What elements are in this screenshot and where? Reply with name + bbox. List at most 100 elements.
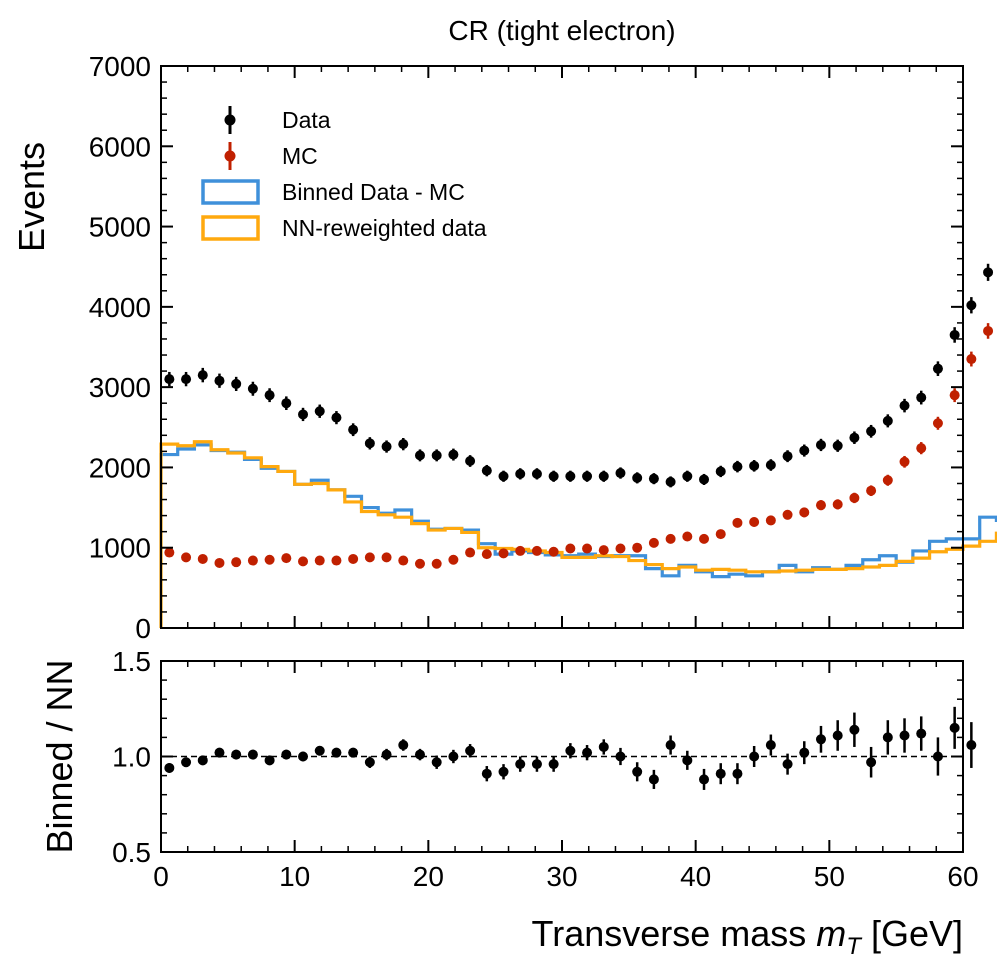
- ratio-point: [665, 740, 676, 751]
- ratio-point: [565, 745, 576, 756]
- data-point: [749, 517, 760, 528]
- data-point: [598, 545, 609, 556]
- data-point: [882, 475, 893, 486]
- y-tick-label: 7000: [89, 51, 151, 82]
- data-point: [932, 363, 943, 374]
- ratio-point: [314, 745, 325, 756]
- legend-label: Binned Data - MC: [282, 179, 465, 205]
- data-point: [181, 552, 192, 563]
- data-point: [715, 466, 726, 477]
- y-tick-label: 1000: [89, 533, 151, 564]
- data-point: [398, 439, 409, 450]
- legend-marker-dot: [224, 150, 236, 162]
- data-point: [565, 471, 576, 482]
- data-point: [615, 468, 626, 479]
- data-point: [665, 476, 676, 487]
- ratio-point: [832, 730, 843, 741]
- data-point: [197, 370, 208, 381]
- data-point: [481, 549, 492, 560]
- legend-marker-dot: [224, 114, 236, 126]
- data-point: [264, 390, 275, 401]
- ratio-point: [448, 751, 459, 762]
- x-tick-label: 60: [947, 861, 978, 892]
- ratio-point: [414, 749, 425, 760]
- legend-label: NN-reweighted data: [282, 215, 487, 241]
- ratio-point: [498, 766, 509, 777]
- data-point: [849, 492, 860, 503]
- data-point: [181, 374, 192, 385]
- ratio-point: [682, 755, 693, 766]
- ratio-point: [181, 757, 192, 768]
- data-point: [431, 450, 442, 461]
- data-point: [815, 500, 826, 511]
- data-point: [298, 409, 309, 420]
- ratio-y-tick-label: 0.5: [112, 837, 151, 868]
- y-tick-label: 2000: [89, 452, 151, 483]
- data-point: [364, 438, 375, 449]
- data-point: [782, 509, 793, 520]
- data-point: [765, 515, 776, 526]
- y-tick-label: 0: [135, 613, 151, 644]
- ratio-panel: 0.5 1.0 1.5 0 10 20 30 40 50 60 Binned / NN: [39, 646, 979, 892]
- data-point: [682, 531, 693, 542]
- chart-title: CR (tight electron): [448, 15, 675, 46]
- ratio-point: [264, 755, 275, 766]
- data-point: [231, 557, 242, 568]
- data-point: [966, 354, 977, 365]
- ratio-point: [214, 747, 225, 758]
- data-point: [414, 558, 425, 569]
- ratio-point: [298, 751, 309, 762]
- ratio-point: [348, 747, 359, 758]
- data-point: [882, 415, 893, 426]
- ratio-point: [899, 730, 910, 741]
- data-point: [732, 461, 743, 472]
- data-point: [632, 472, 643, 483]
- ratio-y-tick-label: 1.5: [112, 646, 151, 677]
- data-point: [899, 456, 910, 467]
- data-point: [648, 537, 659, 548]
- data-point: [548, 471, 559, 482]
- series-3-step: [159, 440, 997, 628]
- data-point: [164, 374, 175, 385]
- ratio-point: [164, 762, 175, 773]
- data-point: [749, 460, 760, 471]
- ratio-point: [431, 757, 442, 768]
- data-point: [348, 424, 359, 435]
- y-tick-label: 6000: [89, 131, 151, 162]
- data-point: [765, 460, 776, 471]
- data-point: [932, 418, 943, 429]
- ratio-point: [715, 768, 726, 779]
- data-point: [699, 474, 710, 485]
- data-point: [531, 545, 542, 556]
- data-point: [648, 473, 659, 484]
- data-point: [197, 553, 208, 564]
- legend-label: Data: [282, 107, 331, 133]
- data-point: [782, 451, 793, 462]
- data-point: [465, 456, 476, 467]
- legend-item-0: Data: [224, 106, 331, 134]
- ratio-point: [849, 724, 860, 735]
- ratio-point: [331, 747, 342, 758]
- y-tick-label: 5000: [89, 212, 151, 243]
- data-point: [515, 545, 526, 556]
- data-point: [214, 557, 225, 568]
- data-point: [448, 554, 459, 565]
- ratio-point: [531, 759, 542, 770]
- data-point: [983, 325, 994, 336]
- x-tick-label: 30: [546, 861, 577, 892]
- ratio-point: [949, 722, 960, 733]
- ratio-point: [648, 774, 659, 785]
- legend-swatch: [201, 215, 260, 241]
- series-0-points: [164, 263, 994, 488]
- data-point: [949, 329, 960, 340]
- data-point: [916, 443, 927, 454]
- ratio-y-tick-label: 1.0: [112, 742, 151, 773]
- data-point: [548, 546, 559, 557]
- data-point: [799, 507, 810, 518]
- ratio-point: [515, 759, 526, 770]
- data-point: [582, 471, 593, 482]
- data-point: [866, 426, 877, 437]
- data-point: [231, 378, 242, 389]
- ratio-point: [782, 759, 793, 770]
